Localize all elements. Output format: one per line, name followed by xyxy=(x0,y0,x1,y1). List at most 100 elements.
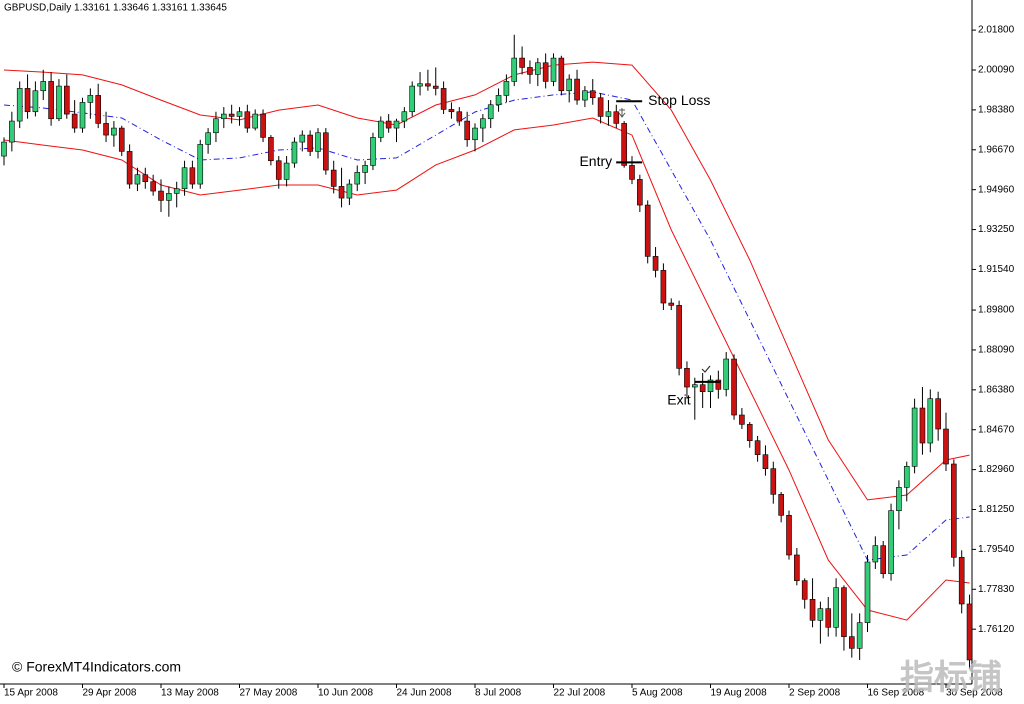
candle-body xyxy=(166,193,172,201)
candle-body xyxy=(542,62,549,82)
candle-body xyxy=(118,127,125,152)
y-tick-label: 1.86380 xyxy=(978,384,1015,395)
candle-body xyxy=(848,636,855,649)
candle-body xyxy=(440,88,447,110)
candle-body xyxy=(770,468,777,495)
candle-body xyxy=(911,407,918,467)
candle-body xyxy=(291,141,298,164)
candle-body xyxy=(754,440,761,455)
candle-body xyxy=(181,167,188,190)
y-tick-label: 1.82960 xyxy=(978,464,1015,475)
y-tick-label: 1.77830 xyxy=(978,584,1015,595)
candle-body xyxy=(40,81,47,92)
y-tick-label: 2.00090 xyxy=(978,65,1015,76)
candle-body xyxy=(150,181,156,192)
x-tick-label: 30 Sep 2008 xyxy=(946,688,1003,699)
candle-body xyxy=(864,561,871,623)
candle-body xyxy=(56,85,62,120)
candle-body xyxy=(597,97,604,117)
band-line xyxy=(3,117,970,621)
annotation: Entry xyxy=(579,153,612,169)
y-tick-label: 1.93250 xyxy=(978,224,1015,235)
x-tick-label: 24 Jun 2008 xyxy=(397,688,452,699)
candle-body xyxy=(354,172,361,185)
candle-body xyxy=(582,90,588,101)
candle-body xyxy=(464,120,470,141)
candle-body xyxy=(495,95,502,106)
candle-body xyxy=(393,120,400,129)
x-tick-label: 5 Aug 2008 xyxy=(632,688,683,699)
candle-body xyxy=(833,587,839,628)
candle-body xyxy=(786,515,792,556)
candle-body xyxy=(731,358,737,416)
candle-body xyxy=(228,113,235,117)
candle-body xyxy=(637,179,643,206)
candle-body xyxy=(605,111,612,117)
candle-body xyxy=(283,162,290,180)
candle-body xyxy=(16,88,23,122)
candle-body xyxy=(126,151,133,185)
candle-body xyxy=(48,81,54,120)
candle-body xyxy=(943,428,949,465)
candle-body xyxy=(252,113,258,129)
candle-body xyxy=(503,81,510,96)
candle-body xyxy=(79,102,86,129)
candle-body xyxy=(32,90,39,113)
candle-body xyxy=(142,174,149,183)
candle-body xyxy=(338,186,345,199)
candle-body xyxy=(377,120,384,138)
candle-body xyxy=(888,510,894,574)
candle-body xyxy=(323,132,329,171)
candle-body xyxy=(644,204,651,257)
candle-body xyxy=(935,398,941,430)
candle-body xyxy=(205,132,211,145)
candle-body xyxy=(589,90,596,99)
band-line xyxy=(3,91,970,561)
candle-body xyxy=(472,127,478,141)
x-tick-label: 29 Apr 2008 xyxy=(83,688,137,699)
candle-body xyxy=(307,134,313,152)
candle-body xyxy=(691,384,698,388)
candle-body xyxy=(558,57,565,92)
candle-body xyxy=(268,137,274,162)
candle-body xyxy=(707,379,714,392)
candle-body xyxy=(425,83,431,87)
candle-body xyxy=(684,368,690,388)
check-icon xyxy=(701,365,711,373)
candle-body xyxy=(448,109,455,113)
candle-body xyxy=(1,141,7,157)
candle-body xyxy=(9,120,15,143)
chart-title: GBPUSD,Daily 1.33161 1.33646 1.33161 1.3… xyxy=(4,3,227,14)
y-tick-label: 1.88090 xyxy=(978,345,1015,356)
candle-body xyxy=(880,545,887,574)
candle-body xyxy=(370,137,376,166)
candle-body xyxy=(841,587,847,637)
watermark: 指标铺 xyxy=(900,659,1002,697)
candle-body xyxy=(299,134,306,143)
candle-body xyxy=(103,123,109,136)
x-tick-label: 27 May 2008 xyxy=(240,688,298,699)
arrow-icon xyxy=(618,108,626,118)
candle-body xyxy=(417,83,423,87)
candle-body xyxy=(385,120,392,129)
candle-body xyxy=(534,62,541,75)
candle-body xyxy=(951,463,957,558)
candle-body xyxy=(817,608,824,621)
candle-body xyxy=(487,104,494,120)
candle-body xyxy=(872,545,879,563)
y-tick-label: 1.76120 xyxy=(978,624,1015,635)
candle-body xyxy=(95,95,101,124)
candle-body xyxy=(746,424,753,441)
candle-body xyxy=(958,557,965,605)
candle-body xyxy=(346,183,353,199)
candle-body xyxy=(432,85,439,89)
candle-body xyxy=(197,144,204,185)
annotation: Exit xyxy=(667,392,690,408)
candle-body xyxy=(244,111,251,129)
candle-body xyxy=(927,398,934,444)
candle-body xyxy=(401,111,408,122)
candle-body xyxy=(260,113,266,138)
candle-body xyxy=(629,165,635,180)
candle-body xyxy=(158,190,164,201)
